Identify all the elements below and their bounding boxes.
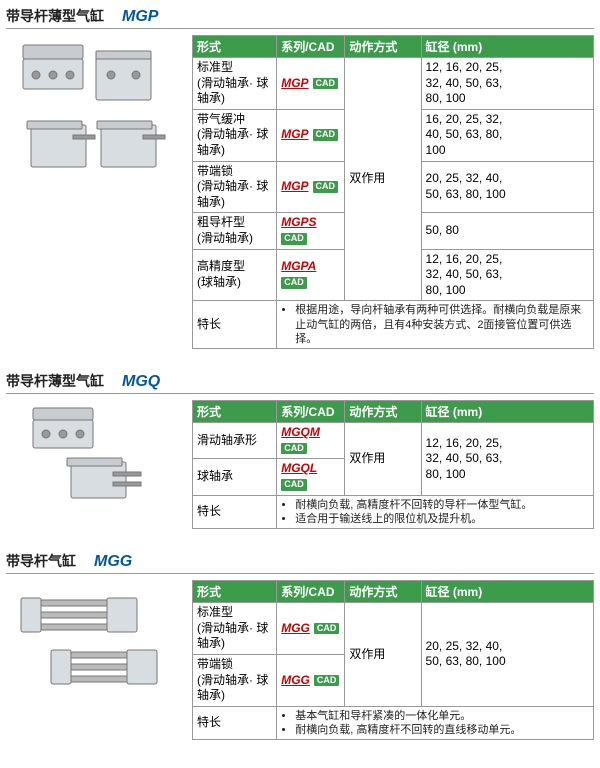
cad-badge[interactable]: CAD [313,129,339,141]
section-mgq: 带导杆薄型气缸 MGQ 形式 系列/ [6,371,594,529]
product-image-mgq [6,400,186,510]
series-link[interactable]: MGP [281,179,308,193]
cell-action: 双作用 [345,603,421,707]
table-header-row: 形式 系列/CAD 动作方式 缸径 (mm) [193,581,594,603]
th-bore: 缸径 (mm) [421,581,593,603]
th-series: 系列/CAD [277,36,345,58]
section-title: 带导杆薄型气缸 [6,371,104,391]
series-link[interactable]: MGG [281,621,310,635]
table-row: 滑动轴承形 MGQMCAD 双作用 12, 16, 20, 25, 32, 40… [193,423,594,459]
section-header: 带导杆薄型气缸 MGQ [6,371,594,391]
cell-series: MGQL CAD [277,459,345,495]
cell-series: MGP CAD [277,161,345,213]
cell-action: 双作用 [345,423,421,495]
cad-badge[interactable]: CAD [281,233,307,245]
cell-bore: 16, 20, 25, 32, 40, 50, 63, 80, 100 [421,109,593,161]
series-link[interactable]: MGP [281,76,308,90]
section-header: 带导杆气缸 MGG [6,551,594,571]
table-mgq: 形式 系列/CAD 动作方式 缸径 (mm) 滑动轴承形 MGQM CAD 双作用… [192,400,594,529]
table-mgg: 形式 系列/CAD 动作方式 缸径 (mm) 标准型(滑动轴承· 球轴承) MG… [192,580,594,740]
cell-feature: 耐横向负载, 高精度杆不回转的导杆一体型气缸。 适合用于输送线上的限位机及提升机… [277,495,594,529]
th-action: 动作方式 [345,581,421,603]
cell-bore: 20, 25, 32, 40, 50, 63, 80, 100 [421,603,593,707]
section-code: MGP [122,8,158,26]
cell-series: MGPA CAD [277,249,345,301]
cell-series: MGQM CAD [277,423,345,459]
section-mgp: 带导杆薄型气缸 MGP [6,6,594,349]
cad-badge[interactable]: CAD [281,277,307,289]
th-action: 动作方式 [345,36,421,58]
cell-type: 带端锁(滑动轴承· 球轴承) [193,161,277,213]
product-image-mgg [6,580,186,700]
divider [6,393,594,394]
cell-action: 双作用 [345,58,421,301]
cell-series: MGPS CAD [277,213,345,249]
section-code: MGG [94,553,132,571]
content-row: 形式 系列/CAD 动作方式 缸径 (mm) 滑动轴承形 MGQM CAD 双作用… [6,400,594,529]
table-header-row: 形式 系列/CAD 动作方式 缸径 (mm) [193,401,594,423]
cell-type: 带端锁(滑动轴承· 球轴承) [193,654,277,706]
content-row: 形式 系列/CAD 动作方式 缸径 (mm) 标准型(滑动轴承· 球轴承) MG… [6,580,594,740]
feature-row: 特长 基本气缸和导杆紧凑的一体化单元。 耐横向负载, 高精度杆不回转的直线移动单… [193,706,594,740]
table-mgp: 形式 系列/CAD 动作方式 缸径 (mm) 标准型(滑动轴承· 球轴承) MG… [192,35,594,349]
cell-type: 粗导杆型(滑动轴承) [193,213,277,249]
cell-bore: 12, 16, 20, 25, 32, 40, 50, 63, 80, 100 [421,58,593,110]
feature-row: 特长 根据用途，导向杆轴承有两种可供选择。耐横向负载是原来止动气缸的两倍，且有4… [193,301,594,349]
section-title: 带导杆气缸 [6,551,76,571]
cell-type: 标准型(滑动轴承· 球轴承) [193,603,277,655]
cell-bore: 20, 25, 32, 40, 50, 63, 80, 100 [421,161,593,213]
cad-badge[interactable]: CAD [313,181,339,193]
cad-badge[interactable]: CAD [281,479,307,491]
cell-bore: 12, 16, 20, 25, 32, 40, 50, 63, 80, 100 [421,249,593,301]
section-code: MGQ [122,373,160,391]
cell-series: MGP CAD [277,58,345,110]
product-image-mgp [6,35,186,195]
cell-feature: 基本气缸和导杆紧凑的一体化单元。 耐横向负载, 高精度杆不回转的直线移动单元。 [277,706,594,740]
divider [6,28,594,29]
series-link[interactable]: MGPA [281,259,316,273]
content-row: 形式 系列/CAD 动作方式 缸径 (mm) 标准型(滑动轴承· 球轴承) MG… [6,35,594,349]
cell-type: 高精度型(球轴承) [193,249,277,301]
th-series: 系列/CAD [277,401,345,423]
cell-bore: 50, 80 [421,213,593,249]
cell-type: 滑动轴承形 [193,423,277,459]
divider [6,573,594,574]
table-header-row: 形式 系列/CAD 动作方式 缸径 (mm) [193,36,594,58]
series-link[interactable]: MGPS [281,215,316,229]
cell-type: 带气缓冲(滑动轴承· 球轴承) [193,109,277,161]
series-link[interactable]: MGQL [281,461,317,475]
th-type: 形式 [193,401,277,423]
cell-series: MGG CAD [277,654,345,706]
th-type: 形式 [193,581,277,603]
feature-row: 特长 耐横向负载, 高精度杆不回转的导杆一体型气缸。 适合用于输送线上的限位机及… [193,495,594,529]
series-link[interactable]: MGP [281,127,308,141]
series-link[interactable]: MGQM [281,425,320,439]
section-mgg: 带导杆气缸 MGG [6,551,594,740]
table-row: 标准型(滑动轴承· 球轴承) MGGCAD 双作用 20, 25, 32, 40… [193,603,594,655]
cell-bore: 12, 16, 20, 25, 32, 40, 50, 63, 80, 100 [421,423,593,495]
section-title: 带导杆薄型气缸 [6,6,104,26]
cad-badge[interactable]: CAD [314,675,340,687]
cell-feature-label: 特长 [193,495,277,529]
cad-badge[interactable]: CAD [281,443,307,455]
cad-badge[interactable]: CAD [313,78,339,90]
cad-badge[interactable]: CAD [314,623,340,635]
cell-feature-label: 特长 [193,301,277,349]
cell-series: MGG CAD [277,603,345,655]
cell-series: MGP CAD [277,109,345,161]
th-bore: 缸径 (mm) [421,401,593,423]
th-type: 形式 [193,36,277,58]
cell-type: 球轴承 [193,459,277,495]
series-link[interactable]: MGG [281,673,310,687]
th-bore: 缸径 (mm) [421,36,593,58]
cell-feature-label: 特长 [193,706,277,740]
table-row: 标准型(滑动轴承· 球轴承) MGPCAD 双作用 12, 16, 20, 25… [193,58,594,110]
cell-feature: 根据用途，导向杆轴承有两种可供选择。耐横向负载是原来止动气缸的两倍，且有4种安装… [277,301,594,349]
cell-type: 标准型(滑动轴承· 球轴承) [193,58,277,110]
section-header: 带导杆薄型气缸 MGP [6,6,594,26]
th-action: 动作方式 [345,401,421,423]
th-series: 系列/CAD [277,581,345,603]
